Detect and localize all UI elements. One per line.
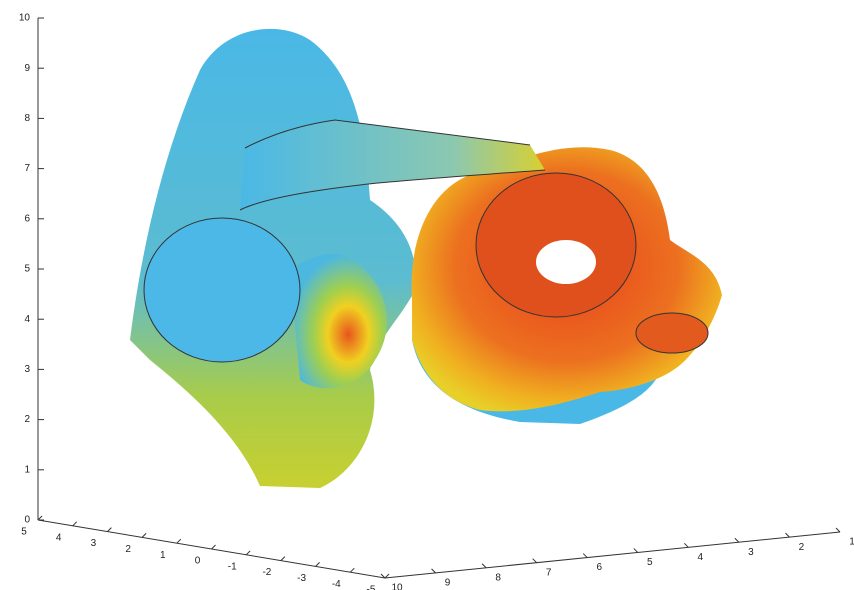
y-tick-label: -3 [297, 573, 306, 584]
x-tick-label: 1 [849, 537, 854, 548]
x-tick [785, 532, 790, 538]
x-tick-label: 9 [445, 578, 451, 589]
y-tick [141, 533, 147, 538]
z-tick-label: 1 [24, 464, 30, 475]
y-tick [349, 567, 355, 573]
x-tick-label: 10 [391, 583, 403, 590]
small-ring [635, 312, 709, 354]
y-tick [211, 544, 216, 550]
y-tick [384, 573, 390, 579]
x-tick [481, 563, 487, 569]
y-tick [72, 521, 78, 527]
z-tick-label: 0 [24, 515, 30, 526]
x-tick-label: 6 [596, 562, 602, 573]
x-axis [384, 531, 841, 579]
left-ring [143, 217, 301, 363]
x-tick [431, 568, 436, 574]
x-tick [633, 548, 639, 553]
x-tick-label: 4 [698, 552, 704, 563]
x-tick [380, 573, 386, 579]
y-tick-label: -5 [367, 585, 376, 590]
y-tick [176, 538, 182, 544]
z-tick-label: 10 [19, 13, 31, 24]
z-tick-label: 8 [24, 113, 30, 124]
x-tick [683, 542, 689, 548]
x-tick [532, 558, 538, 564]
x-tick-label: 7 [546, 567, 552, 578]
x-tick [835, 527, 841, 533]
z-tick-label: 3 [24, 364, 30, 375]
x-tick [582, 553, 588, 558]
y-tick-label: 2 [125, 544, 131, 555]
tube [240, 120, 545, 210]
z-tick-label: 6 [24, 213, 30, 224]
x-tick-label: 3 [748, 547, 754, 558]
z-tick-label: 4 [24, 314, 30, 325]
y-tick-label: 4 [56, 532, 62, 543]
y-tick [37, 515, 43, 521]
y-tick [315, 562, 320, 567]
left-hot-region [290, 253, 387, 389]
y-tick [107, 527, 112, 532]
y-tick-label: 1 [160, 550, 166, 561]
y-tick-label: 3 [91, 538, 97, 549]
x-tick [734, 537, 740, 543]
tube-edge [239, 119, 546, 211]
x-tick-label: 5 [647, 557, 653, 568]
y-tick-label: 0 [195, 556, 201, 567]
y-tick-label: -1 [228, 561, 237, 572]
z-tick-label: 9 [24, 63, 30, 74]
z-tick-label: 2 [24, 414, 30, 425]
y-tick-label: -4 [332, 579, 341, 590]
y-tick-label: -2 [262, 567, 271, 578]
x-tick-label: 8 [495, 572, 501, 583]
x-tick-label: 2 [799, 542, 805, 553]
y-tick [245, 550, 251, 556]
y-tick-label: 5 [21, 527, 27, 538]
z-tick-label: 5 [24, 264, 30, 275]
right-hole [536, 240, 596, 284]
z-tick-label: 7 [24, 163, 30, 174]
y-tick [280, 556, 286, 561]
